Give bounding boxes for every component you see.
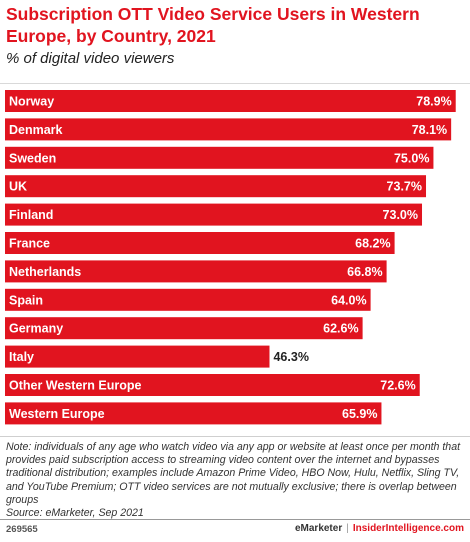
bar-germany xyxy=(5,317,363,340)
footer-brand: eMarketer | InsiderIntelligence.com xyxy=(295,523,464,534)
category-label-sweden: Sweden xyxy=(9,151,56,165)
bar-uk xyxy=(5,175,427,198)
brand-url: InsiderIntelligence.com xyxy=(352,523,464,534)
category-label-spain: Spain xyxy=(9,293,43,307)
category-label-netherlands: Netherlands xyxy=(9,265,81,279)
bar-chart: Norway 78.9% Denmark 78.1% Sweden 75.0% UK 73.7… xyxy=(5,90,456,425)
category-label-norway: Norway xyxy=(9,95,54,109)
bar-france xyxy=(5,232,395,254)
bar-spain xyxy=(5,288,371,311)
brand-name: eMarketer xyxy=(294,523,343,534)
value-label-western-europe: 65.9% xyxy=(342,407,377,421)
category-label-denmark: Denmark xyxy=(9,123,63,137)
value-label-norway: 78.9% xyxy=(416,95,451,109)
note-text: Note: individuals of any age who watch v… xyxy=(6,441,461,506)
category-label-other-western-europe: Other Western Europe xyxy=(9,379,141,393)
value-label-other-western-europe: 72.6% xyxy=(380,379,415,393)
brand-separator: | xyxy=(346,523,349,534)
value-label-uk: 73.7% xyxy=(387,180,422,194)
category-label-western-europe: Western Europe xyxy=(9,407,105,421)
value-label-germany: 62.6% xyxy=(323,322,358,336)
chart-subtitle: % of digital video viewers xyxy=(6,50,175,67)
note-divider xyxy=(0,436,470,437)
chart-id: 269565 xyxy=(6,524,38,535)
bar-italy xyxy=(5,345,270,368)
category-label-france: France xyxy=(9,237,50,251)
value-label-netherlands: 66.8% xyxy=(347,265,382,279)
value-label-italy: 46.3% xyxy=(273,350,308,364)
source-text: Source: eMarketer, Sep 2021 xyxy=(6,507,144,520)
category-label-germany: Germany xyxy=(9,322,63,336)
footer-divider xyxy=(0,519,470,520)
category-label-italy: Italy xyxy=(9,350,34,364)
bar-finland xyxy=(5,203,423,226)
value-label-denmark: 78.1% xyxy=(412,123,447,137)
bar-netherlands xyxy=(5,260,387,283)
value-label-finland: 73.0% xyxy=(383,208,418,222)
bar-western-europe xyxy=(5,402,382,425)
value-label-sweden: 75.0% xyxy=(394,151,429,165)
category-label-uk: UK xyxy=(9,180,27,194)
top-divider xyxy=(0,83,470,84)
bar-other-western-europe xyxy=(5,374,420,396)
value-label-france: 68.2% xyxy=(355,237,390,251)
bar-denmark xyxy=(5,118,452,141)
category-label-finland: Finland xyxy=(9,208,53,222)
bar-sweden xyxy=(5,146,434,169)
chart-title: Subscription OTT Video Service Users in … xyxy=(6,4,420,46)
value-label-spain: 64.0% xyxy=(331,293,366,307)
bar-norway xyxy=(5,90,456,112)
chart-note: Note: individuals of any age who watch v… xyxy=(6,441,466,520)
